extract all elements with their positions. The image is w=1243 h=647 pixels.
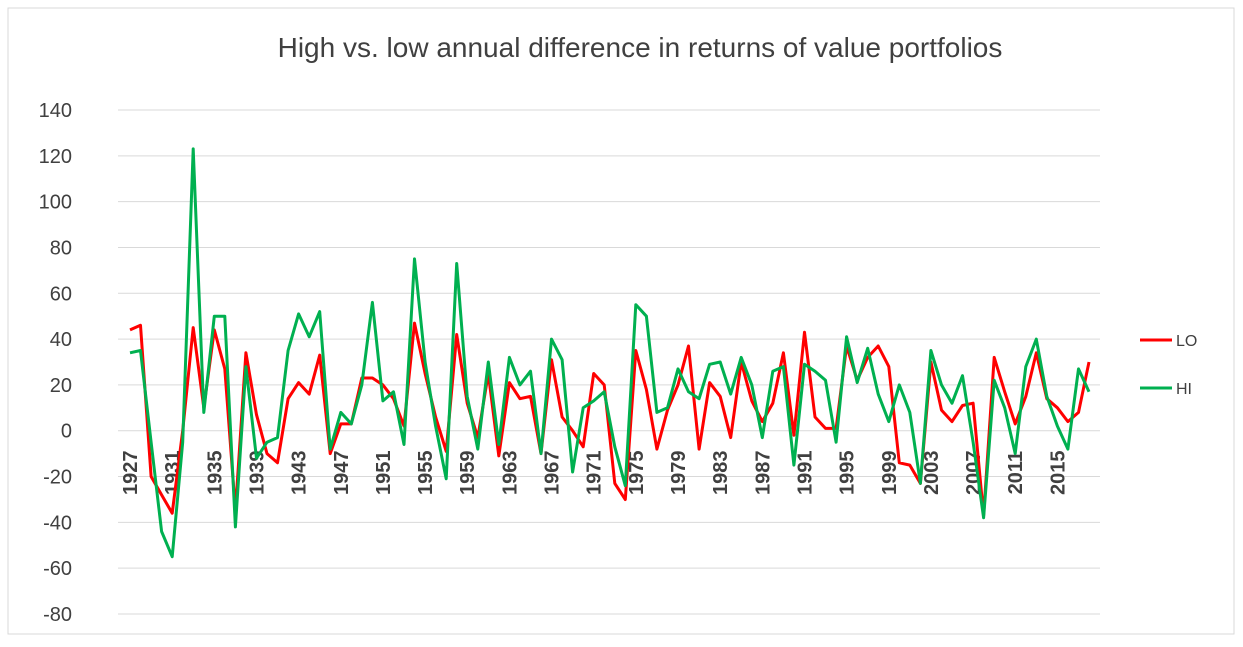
legend-label: HI [1176,381,1192,398]
x-tick-label: 1955 [415,450,437,495]
x-tick-label: 1999 [879,450,901,495]
x-tick-label: 1983 [710,450,732,495]
y-tick-label: 20 [50,375,72,397]
x-tick-label: 1951 [373,450,395,495]
x-tick-label: 1991 [794,450,816,495]
y-tick-label: 100 [39,192,72,214]
y-tick-label: -60 [43,558,72,580]
x-tick-label: 1995 [837,450,859,495]
y-tick-label: 80 [50,237,72,259]
x-tick-label: 1971 [584,450,606,495]
y-tick-label: 120 [39,146,72,168]
y-tick-label: -40 [43,512,72,534]
x-tick-label: 1947 [331,450,353,495]
x-tick-label: 1987 [752,450,774,495]
chart-title: High vs. low annual difference in return… [278,32,1003,63]
x-tick-label: 1943 [289,450,311,495]
y-tick-label: 40 [50,329,72,351]
x-tick-label: 2003 [921,450,943,495]
x-tick-label: 2011 [1005,451,1027,494]
x-tick-label: 1927 [120,450,142,495]
y-tick-label: 140 [39,100,72,122]
x-tick-label: 1959 [457,450,479,495]
x-tick-label: 1979 [668,450,690,495]
y-tick-label: -80 [43,604,72,626]
x-tick-label: 1975 [626,450,648,495]
chart-frame [7,7,1235,635]
series-line [129,147,1091,559]
y-tick-label: 0 [61,421,72,443]
x-tick-label: 1963 [499,450,521,495]
y-tick-label: 60 [50,283,72,305]
x-tick-label: 2015 [1047,450,1069,495]
legend-label: LO [1176,333,1197,350]
y-tick-label: -20 [43,467,72,489]
x-tick-label: 1939 [246,450,268,495]
x-tick-label: 1967 [542,450,564,495]
x-tick-label: 1935 [204,450,226,495]
